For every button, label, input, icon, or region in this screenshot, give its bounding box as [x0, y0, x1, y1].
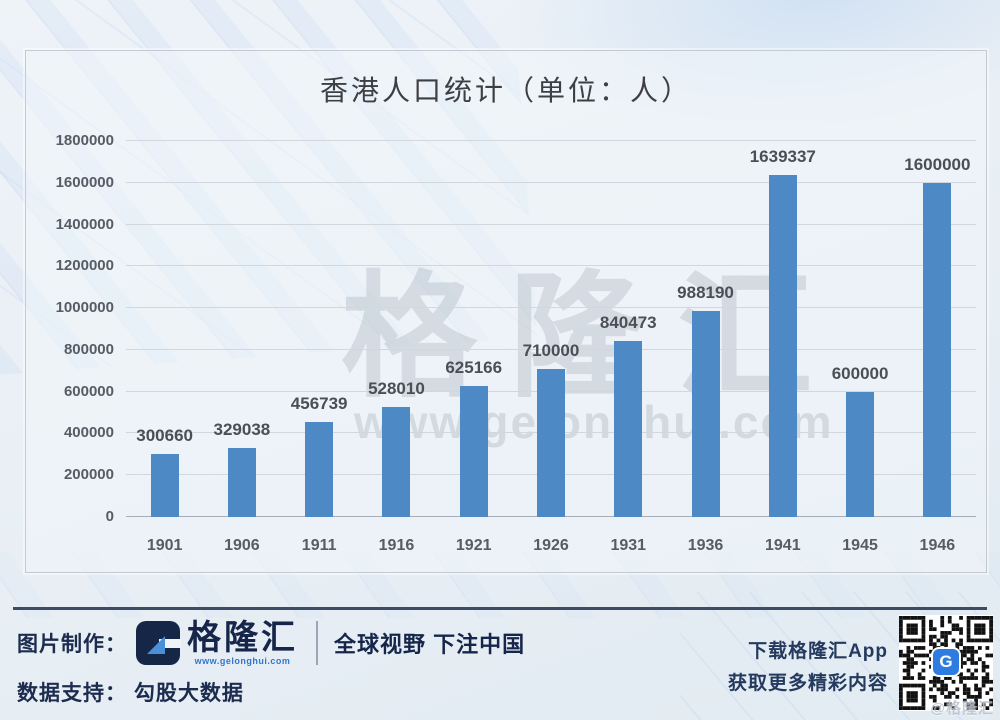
bar-value-label: 528010 — [368, 379, 425, 398]
bar-1901 — [150, 454, 179, 517]
bar-1921 — [459, 386, 488, 517]
x-axis-tick-label: 1911 — [301, 537, 337, 554]
gridline — [126, 349, 976, 350]
data-support-line: 数据支持： 勾股大数据 — [17, 677, 244, 707]
app-download-promo: 下载格隆汇App 获取更多精彩内容 — [728, 636, 888, 700]
logo-text-stack: 格隆汇 www.gelonghui.com — [187, 621, 298, 666]
bar-value-label: 840473 — [599, 313, 657, 332]
plot-area: 0 200000 400000 600000 800000 1000000 1200000 1… — [56, 132, 976, 554]
footer-credits: 图片制作： 格隆汇 www.gelonghui.com 全球视野 下注中国 — [17, 620, 525, 666]
vertical-divider — [316, 621, 318, 665]
bar-1945 — [846, 392, 875, 517]
bar-slot: 600000 1945 — [821, 141, 898, 554]
bar-slot: 528010 1916 — [358, 141, 435, 554]
x-axis-tick-label: 1906 — [224, 537, 260, 554]
y-axis-tick-label: 1600000 — [55, 174, 114, 191]
y-axis-tick-label: 1400000 — [55, 216, 114, 233]
bar-value-label: 600000 — [831, 364, 889, 383]
gridline — [126, 140, 976, 141]
y-axis-tick-label: 600000 — [63, 383, 114, 400]
bar-value-label: 625166 — [445, 358, 503, 377]
logo-url-text: www.gelonghui.com — [194, 655, 291, 666]
bar-slot: 840473 1931 — [590, 141, 667, 554]
qr-watermark-caption: @格隆汇 — [930, 700, 994, 717]
bar-1946 — [923, 183, 952, 517]
bar-value-label: 710000 — [522, 341, 580, 360]
gelonghui-logo-icon — [135, 620, 181, 666]
bar-value-label: 1639337 — [749, 147, 816, 166]
x-axis-tick-label: 1931 — [610, 537, 647, 554]
footer-divider-line — [13, 607, 987, 610]
bar-1941 — [768, 175, 797, 517]
gridline — [126, 182, 976, 183]
y-axis-tick-label: 800000 — [63, 341, 114, 358]
chart-panel: 香港人口统计（单位：人） 格隆汇 www.gelonghui.com 0 2000… — [25, 50, 987, 573]
slogan-text: 全球视野 下注中国 — [334, 632, 526, 657]
gridline — [126, 265, 976, 266]
y-axis-tick-label: 1800000 — [55, 132, 114, 149]
bar-1916 — [382, 407, 411, 517]
x-axis-tick-label: 1941 — [765, 537, 801, 554]
x-axis-tick-label: 1916 — [378, 537, 415, 554]
bar-1931 — [614, 341, 643, 517]
bar-1911 — [305, 422, 334, 517]
y-axis-tick-label: 400000 — [63, 424, 114, 441]
bar-value-label: 329038 — [213, 420, 271, 439]
app-promo-line1: 下载格隆汇App — [748, 641, 888, 662]
x-axis-tick-label: 1901 — [146, 537, 183, 554]
y-axis-tick-label: 200000 — [63, 466, 114, 483]
x-axis-tick-label: 1921 — [455, 537, 492, 554]
x-axis-tick-label: 1945 — [842, 537, 878, 554]
bar-value-label: 300660 — [136, 426, 193, 445]
gridline — [126, 224, 976, 225]
bar-slot: 625166 1921 — [435, 141, 512, 554]
bar-1926 — [536, 369, 565, 517]
data-support-label: 数据支持： — [17, 682, 127, 705]
y-axis-tick-label: 1200000 — [55, 257, 114, 274]
bar-slot: 300660 1901 — [126, 141, 203, 554]
made-by-label: 图片制作： — [17, 633, 127, 656]
bar-slot: 329038 1906 — [203, 141, 280, 554]
qr-center-logo: G — [931, 647, 961, 677]
bar-slot: 456739 1911 — [281, 141, 358, 554]
bar-slot: 1600000 1946 — [899, 141, 976, 554]
bar-slot: 710000 1926 — [512, 141, 589, 554]
bar-slot: 988190 1936 — [667, 141, 744, 554]
y-axis-tick-label: 0 — [105, 508, 114, 525]
x-axis-tick-label: 1926 — [533, 537, 569, 554]
watermark-url: www.gelonghui.com — [354, 396, 834, 448]
x-axis-tick-label: 1946 — [919, 537, 956, 554]
qr-code: G — [899, 615, 993, 711]
bar-1906 — [227, 448, 256, 517]
watermark-brand: 格隆汇 — [341, 261, 845, 413]
bar-value-label: 456739 — [290, 394, 348, 413]
chart-title: 香港人口统计（单位：人） — [319, 76, 692, 107]
app-promo-line2: 获取更多精彩内容 — [727, 673, 888, 694]
gelonghui-logo: 格隆汇 www.gelonghui.com — [135, 620, 298, 666]
bar-value-label: 1600000 — [904, 155, 971, 174]
data-support-value: 勾股大数据 — [133, 682, 244, 705]
y-axis-tick-label: 1000000 — [55, 299, 114, 316]
x-axis-tick-label: 1936 — [687, 537, 724, 554]
logo-brand-text: 格隆汇 — [187, 618, 298, 657]
bar-value-label: 988190 — [677, 283, 734, 302]
bar-slot: 1639337 1941 — [744, 141, 821, 554]
gridline — [126, 307, 976, 308]
bar-1936 — [691, 311, 720, 517]
